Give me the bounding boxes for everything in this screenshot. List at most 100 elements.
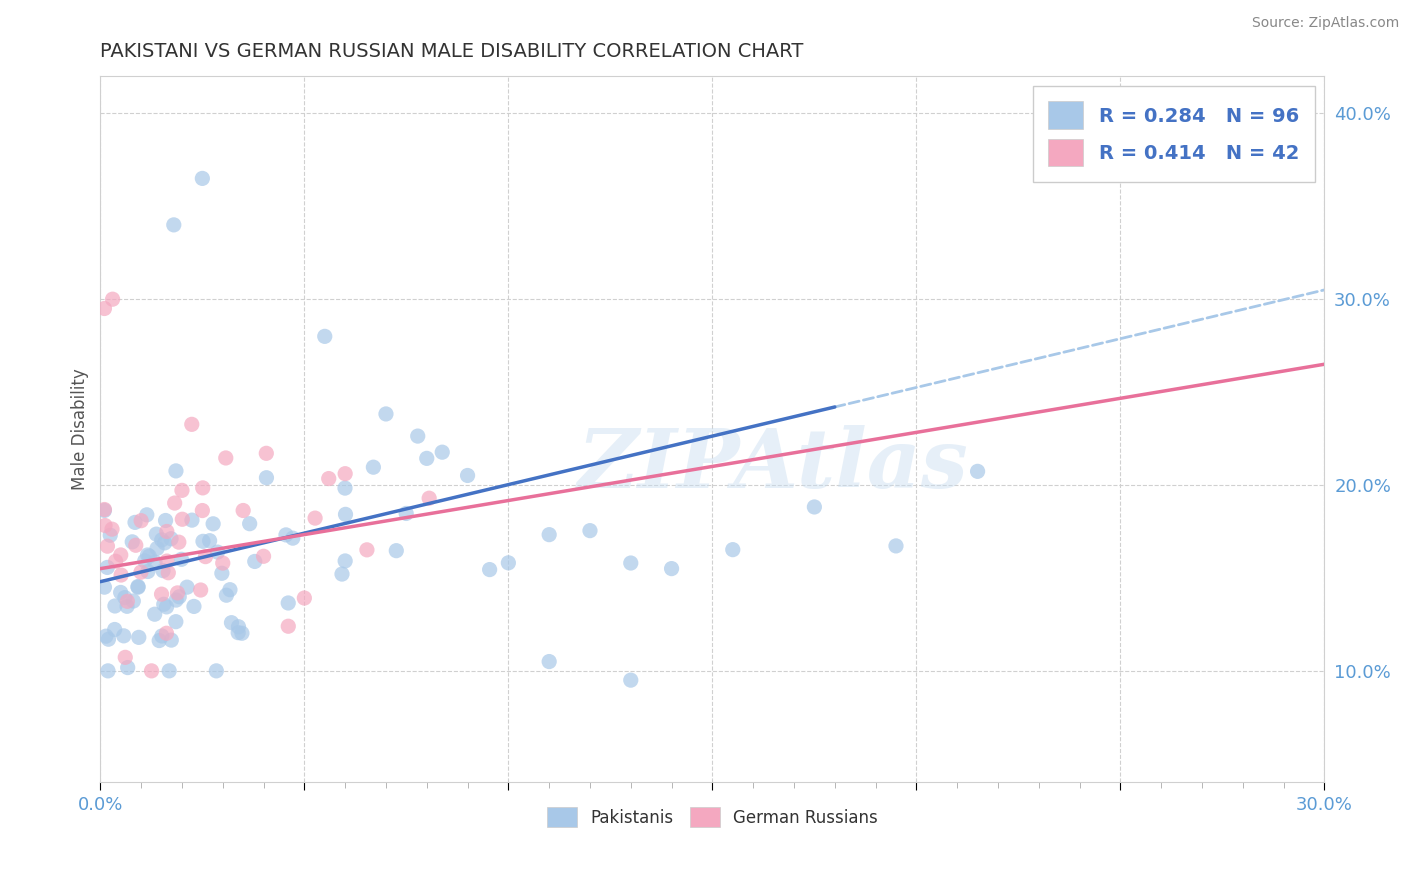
Point [277, 596, 299, 610]
Point [93, 580, 115, 594]
Point [101, 522, 124, 536]
Text: ZIPAtlas: ZIPAtlas [578, 425, 969, 505]
Point [232, 503, 254, 517]
Point [190, 582, 212, 597]
Point [191, 171, 214, 186]
Point [620, 556, 643, 570]
Point [256, 471, 278, 485]
Point [165, 615, 187, 629]
Point [152, 564, 174, 578]
Point [356, 542, 378, 557]
Point [228, 620, 250, 634]
Point [579, 524, 602, 538]
Point [93, 503, 115, 517]
Point [97, 664, 120, 678]
Legend: Pakistanis, German Russians: Pakistanis, German Russians [540, 800, 884, 834]
Point [110, 568, 132, 582]
Point [160, 532, 183, 546]
Point [128, 631, 150, 645]
Point [170, 483, 193, 498]
Point [141, 664, 163, 678]
Point [145, 527, 167, 541]
Text: Source: ZipAtlas.com: Source: ZipAtlas.com [1251, 16, 1399, 30]
Point [314, 329, 336, 343]
Point [207, 545, 229, 559]
Point [166, 586, 188, 600]
Point [150, 587, 173, 601]
Point [125, 538, 148, 552]
Point [129, 565, 152, 579]
Point [180, 417, 202, 432]
Point [277, 619, 299, 633]
Point [146, 541, 169, 556]
Point [215, 450, 238, 465]
Point [155, 626, 177, 640]
Point [155, 599, 177, 614]
Point [281, 531, 304, 545]
Point [191, 534, 214, 549]
Point [803, 500, 825, 514]
Point [152, 597, 174, 611]
Point [94, 518, 117, 533]
Point [115, 599, 138, 614]
Point [104, 623, 127, 637]
Point [150, 533, 173, 547]
Point [157, 664, 180, 678]
Point [191, 503, 214, 517]
Point [163, 218, 186, 232]
Point [183, 599, 205, 614]
Point [215, 588, 238, 602]
Point [150, 629, 173, 643]
Point [252, 549, 274, 564]
Point [112, 629, 135, 643]
Point [416, 451, 439, 466]
Point [966, 464, 988, 478]
Point [395, 507, 418, 521]
Point [202, 516, 225, 531]
Text: PAKISTANI VS GERMAN RUSSIAN MALE DISABILITY CORRELATION CHART: PAKISTANI VS GERMAN RUSSIAN MALE DISABIL… [100, 42, 804, 61]
Point [96, 560, 118, 574]
Point [274, 528, 297, 542]
Point [153, 536, 176, 550]
Point [122, 594, 145, 608]
Point [194, 549, 217, 564]
Point [143, 555, 166, 569]
Point [363, 460, 385, 475]
Point [96, 539, 118, 553]
Point [333, 467, 356, 481]
Point [205, 664, 228, 678]
Point [211, 566, 233, 581]
Point [104, 554, 127, 568]
Point [136, 548, 159, 562]
Point [538, 527, 561, 541]
Point [406, 429, 429, 443]
Point [884, 539, 907, 553]
Point [136, 565, 159, 579]
Point [219, 582, 242, 597]
Point [304, 511, 326, 525]
Point [226, 625, 249, 640]
Point [176, 580, 198, 594]
Point [167, 590, 190, 604]
Point [172, 512, 194, 526]
Point [93, 301, 115, 316]
Point [335, 508, 357, 522]
Point [127, 580, 149, 594]
Point [160, 633, 183, 648]
Point [292, 591, 315, 605]
Point [98, 528, 121, 542]
Point [181, 513, 204, 527]
Point [191, 481, 214, 495]
Point [156, 554, 179, 568]
Point [333, 554, 356, 568]
Point [198, 533, 221, 548]
Point [385, 543, 408, 558]
Point [318, 472, 340, 486]
Y-axis label: Male Disability: Male Disability [72, 368, 89, 490]
Point [155, 514, 177, 528]
Point [243, 554, 266, 568]
Point [93, 502, 115, 516]
Point [165, 593, 187, 607]
Point [538, 655, 561, 669]
Point [211, 556, 233, 570]
